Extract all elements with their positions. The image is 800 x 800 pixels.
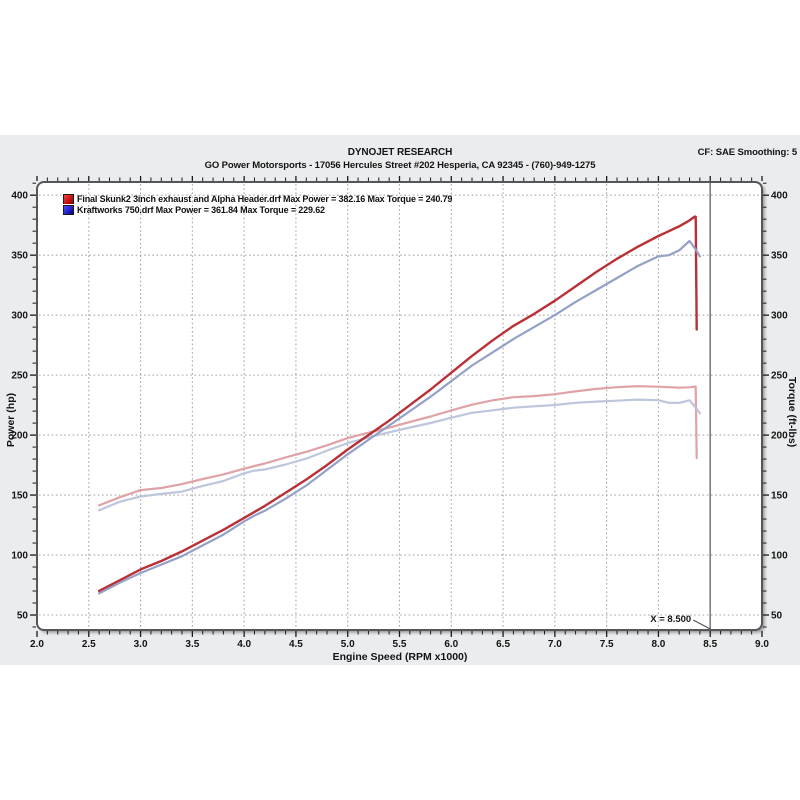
x-tick-label: 5.0 (341, 639, 355, 650)
power-tick-label: 400 (11, 191, 28, 202)
correction-smoothing-settings: CF: SAE Smoothing: 5 (697, 147, 797, 158)
x-tick-label: 6.5 (496, 639, 510, 650)
x-tick-label: 7.0 (548, 639, 562, 650)
legend: Final Skunk2 3inch exhaust and Alpha Hea… (63, 194, 452, 215)
torque-tick-label: 150 (771, 491, 788, 502)
torque-tick-label: 200 (771, 431, 788, 442)
curve-torque (97, 398, 702, 512)
power-tick-label: 300 (11, 311, 28, 322)
cursor-x-value: X = 8.500 (650, 614, 691, 625)
x-tick-label: 8.0 (651, 639, 665, 650)
torque-tick-label: 350 (771, 251, 788, 262)
legend-label-run2: Kraftworks 750.drf Max Power = 361.84 Ma… (77, 204, 325, 215)
x-tick-label: 9.0 (755, 639, 769, 650)
torque-tick-label: 100 (771, 551, 788, 562)
power-tick-label: 350 (11, 251, 28, 262)
power-tick-label: 250 (11, 371, 28, 382)
axis-tick-labels: 2.0 2.5 3.0 3.5 4.0 4.5 5.0 5.5 6.0 6.5 7.0 7.5 8.0 8… (11, 191, 788, 650)
legend-label-run1: Final Skunk2 3inch exhaust and Alpha Hea… (77, 194, 453, 205)
torque-tick-label: 250 (771, 371, 788, 382)
x-tick-label: 2.0 (30, 639, 44, 650)
x-tick-label: 7.5 (600, 639, 614, 650)
dyno-curves (97, 215, 702, 595)
x-axis-title: Engine Speed (RPM x1000) (333, 651, 468, 663)
x-tick-label: 3.5 (185, 639, 199, 650)
power-tick-label: 100 (11, 551, 28, 562)
plot-area-border (36, 181, 763, 631)
legend-swatch-red (63, 194, 74, 205)
legend-row-2[interactable]: Kraftworks 750.drf Max Power = 361.84 Ma… (63, 204, 452, 216)
power-tick-label: 200 (11, 431, 28, 442)
legend-swatch-blue (63, 204, 74, 215)
torque-tick-label: 50 (771, 611, 783, 622)
x-tick-label: 8.5 (703, 639, 717, 650)
annotation-leader-line (692, 619, 711, 630)
x-tick-label: 5.5 (393, 639, 407, 650)
curve-power (97, 239, 702, 595)
power-tick-label: 50 (17, 611, 29, 622)
curve-torque (97, 385, 698, 507)
cursor-annotation: X = 8.500 (650, 614, 711, 630)
x-tick-label: 4.0 (237, 639, 251, 650)
page-title: DYNOJET RESEARCH (347, 147, 453, 158)
right-axis-title: Torque (ft-lbs) (786, 377, 798, 447)
curve-power (97, 215, 698, 593)
axis-ticks (30, 176, 769, 637)
torque-tick-label: 400 (771, 191, 788, 202)
x-tick-label: 2.5 (82, 639, 96, 650)
legend-row-1[interactable]: Final Skunk2 3inch exhaust and Alpha Hea… (63, 194, 452, 205)
x-tick-label: 3.0 (134, 639, 148, 650)
torque-tick-label: 300 (771, 311, 788, 322)
plot-area-background (37, 182, 762, 630)
dyno-chart: 2.0 2.5 3.0 3.5 4.0 4.5 5.0 5.5 6.0 6.5 7.0 7.5 8.0 8… (5, 176, 798, 663)
x-tick-label: 6.0 (444, 639, 458, 650)
x-tick-label: 4.5 (289, 639, 303, 650)
power-tick-label: 150 (11, 491, 28, 502)
shop-address: GO Power Motorsports - 17056 Hercules St… (204, 160, 596, 171)
left-axis-title: Power (hp) (5, 393, 17, 447)
